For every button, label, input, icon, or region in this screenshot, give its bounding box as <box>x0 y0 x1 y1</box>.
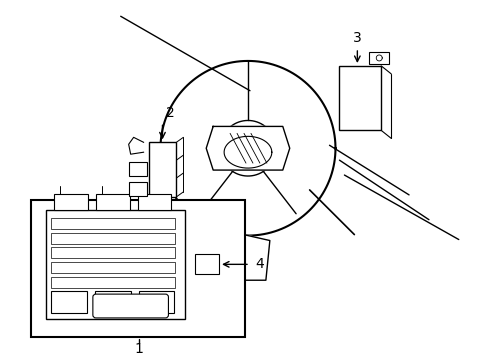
Bar <box>51 233 175 243</box>
Bar <box>368 52 388 64</box>
Text: 3: 3 <box>352 31 361 45</box>
Bar <box>51 277 175 288</box>
Bar <box>51 262 175 273</box>
Bar <box>128 182 146 196</box>
Bar <box>128 162 146 176</box>
Bar <box>195 255 219 274</box>
Bar <box>31 200 244 337</box>
Bar <box>51 247 175 258</box>
FancyBboxPatch shape <box>93 294 168 318</box>
Bar <box>148 142 176 197</box>
Bar <box>96 194 129 210</box>
Bar <box>339 66 381 130</box>
Polygon shape <box>206 126 289 170</box>
Text: 4: 4 <box>255 257 264 271</box>
Bar <box>95 291 130 313</box>
Bar <box>51 218 175 229</box>
Polygon shape <box>225 231 269 280</box>
Bar <box>137 194 171 210</box>
Bar <box>46 210 185 319</box>
Bar <box>51 291 87 313</box>
Bar <box>138 291 174 313</box>
Text: 1: 1 <box>134 342 143 356</box>
Text: 2: 2 <box>166 105 174 120</box>
Bar <box>54 194 88 210</box>
